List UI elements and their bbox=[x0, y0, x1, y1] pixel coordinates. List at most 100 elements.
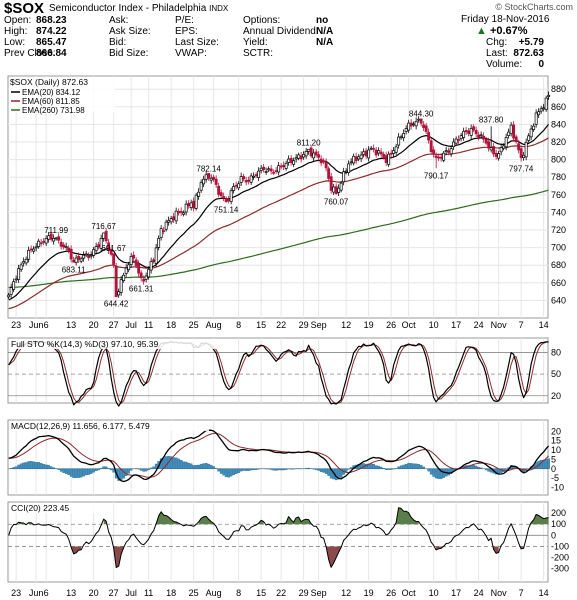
candle-body bbox=[99, 238, 103, 249]
x-tick-label: 8 bbox=[236, 320, 241, 330]
candle-body bbox=[42, 240, 46, 243]
change-pct-value: +0.67% bbox=[489, 25, 528, 37]
candle-body bbox=[274, 170, 278, 172]
y-tick-label: 880 bbox=[551, 84, 566, 94]
quote-right-label: Chg: bbox=[486, 37, 508, 48]
candle-body bbox=[182, 212, 186, 215]
macd-histogram-bar bbox=[387, 468, 390, 470]
y-tick-label: 680 bbox=[551, 260, 566, 270]
candle-body bbox=[152, 259, 156, 263]
candle-body bbox=[114, 265, 118, 298]
price-annotation: 797.74 bbox=[509, 165, 534, 174]
x-tick-label: 8 bbox=[236, 588, 241, 598]
candle-body bbox=[309, 147, 313, 157]
candle-body bbox=[544, 97, 548, 111]
candle-body bbox=[529, 128, 533, 138]
macd-histogram-bar bbox=[97, 468, 100, 471]
candle-body bbox=[237, 183, 241, 189]
macd-histogram-bar bbox=[92, 468, 95, 473]
quote-value: N/A bbox=[316, 26, 334, 37]
candle-body bbox=[249, 175, 253, 183]
candle-body bbox=[72, 259, 76, 263]
symbol-title: $SOX bbox=[4, 0, 45, 17]
quote-label: Bid: bbox=[109, 37, 127, 48]
macd-histogram-bar bbox=[237, 468, 240, 473]
x-tick-label: 26 bbox=[386, 588, 396, 598]
macd-histogram-bar bbox=[137, 468, 140, 470]
candle-body bbox=[209, 177, 213, 181]
macd-histogram-bar bbox=[472, 465, 475, 469]
quote-label: Yield: bbox=[243, 37, 268, 48]
macd-histogram-bar bbox=[477, 467, 480, 469]
candle-body bbox=[509, 124, 513, 135]
macd-histogram-bar bbox=[102, 466, 105, 469]
candle-body bbox=[262, 166, 266, 170]
macd-histogram-bar bbox=[427, 468, 430, 472]
candle-body bbox=[479, 134, 483, 137]
candle-body bbox=[359, 154, 363, 160]
macd-histogram-bar bbox=[404, 463, 408, 469]
macd-histogram-bar bbox=[307, 467, 310, 469]
cci-overbought-fill bbox=[103, 519, 107, 525]
macd-histogram-bar bbox=[194, 464, 198, 469]
candle-body bbox=[534, 112, 538, 125]
macd-histogram-bar bbox=[322, 468, 325, 473]
candle-body bbox=[424, 125, 428, 132]
candle-body bbox=[387, 153, 391, 165]
cci-y-tick: -200 bbox=[551, 553, 569, 563]
candle-body bbox=[432, 149, 436, 155]
quote-label: Prev Close: bbox=[4, 48, 56, 59]
macd-histogram-bar bbox=[432, 468, 435, 477]
candle-body bbox=[284, 162, 288, 169]
price-annotation: 760.07 bbox=[324, 198, 349, 207]
candle-body bbox=[149, 261, 153, 271]
candle-body bbox=[242, 176, 246, 180]
candle-body bbox=[332, 186, 336, 193]
macd-y-tick: 0 bbox=[551, 464, 556, 474]
candle-body bbox=[299, 155, 303, 160]
candle-body bbox=[52, 238, 56, 242]
macd-histogram-bar bbox=[269, 468, 273, 470]
macd-histogram-bar bbox=[154, 463, 158, 469]
x-tick-label: 29 bbox=[299, 588, 309, 598]
price-annotation: 691.67 bbox=[101, 244, 126, 253]
y-tick-label: 840 bbox=[551, 119, 566, 129]
candle-body bbox=[32, 248, 36, 252]
candle-body bbox=[167, 220, 171, 223]
x-tick-label: 18 bbox=[166, 320, 176, 330]
candle-body bbox=[64, 246, 68, 248]
candle-body bbox=[439, 156, 443, 159]
candle-body bbox=[477, 134, 481, 138]
macd-histogram-bar bbox=[64, 468, 68, 474]
candle-body bbox=[414, 121, 418, 127]
x-tick-label: Nov bbox=[491, 320, 508, 330]
candle-body bbox=[374, 149, 378, 156]
candle-body bbox=[7, 294, 11, 298]
candle-body bbox=[434, 155, 438, 158]
quote-label: P/E: bbox=[175, 15, 194, 26]
x-tick-label: 10 bbox=[429, 588, 439, 598]
sto-d-line bbox=[8, 341, 549, 405]
candle-body bbox=[202, 178, 206, 185]
candle-body bbox=[502, 145, 506, 149]
candle-body bbox=[297, 154, 301, 159]
candle-body bbox=[494, 153, 498, 157]
up-arrow-icon: ▲ bbox=[476, 25, 487, 37]
x-tick-label: Oct bbox=[402, 320, 417, 330]
candle-body bbox=[484, 138, 488, 144]
x-tick-label: 6 bbox=[44, 320, 49, 330]
macd-histogram-bar bbox=[39, 463, 43, 469]
candle-body bbox=[389, 152, 393, 155]
candle-body bbox=[294, 157, 298, 160]
macd-histogram-bar bbox=[197, 464, 200, 469]
candle-body bbox=[189, 202, 193, 208]
macd-histogram-bar bbox=[82, 468, 85, 477]
macd-histogram-bar bbox=[232, 468, 235, 476]
candle-body bbox=[37, 240, 41, 247]
macd-histogram-bar bbox=[447, 468, 450, 476]
candle-body bbox=[117, 291, 121, 296]
macd-histogram-bar bbox=[499, 468, 503, 474]
candle-body bbox=[467, 130, 471, 134]
candle-body bbox=[412, 123, 416, 126]
candle-body bbox=[524, 141, 528, 158]
